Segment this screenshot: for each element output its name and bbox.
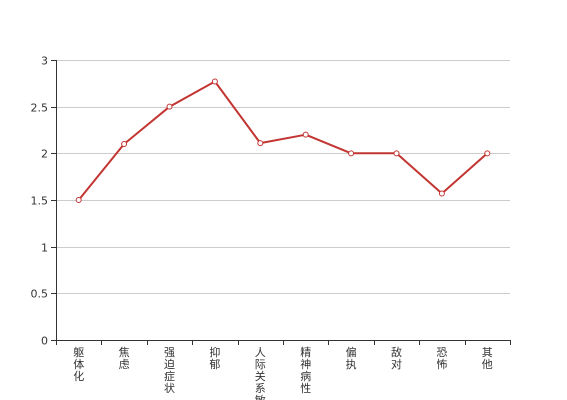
y-tick-label: 1.5 (31, 195, 49, 208)
data-point (484, 150, 491, 157)
data-point (348, 150, 355, 157)
data-point (438, 190, 445, 197)
y-tick-label: 2 (41, 148, 48, 161)
x-tick-label: 恐怖 (436, 346, 447, 371)
x-tick-label: 焦虑 (119, 346, 130, 371)
data-point (211, 78, 218, 85)
x-tick-label: 强迫症状 (164, 346, 175, 395)
x-tick-label: 人际关系敏感 (255, 346, 266, 400)
y-tick-label: 3 (41, 55, 48, 68)
tick-labels: 0 0.5 1 1.5 2 2.5 3 躯体化 焦虑 强迫症状 抑郁 人际关系敏感 精神病性 偏执 敌对 恐怖… (31, 55, 493, 400)
series-line (77, 80, 488, 201)
data-point (121, 141, 128, 147)
x-tick-label: 精神病性 (300, 346, 311, 395)
data-point (393, 150, 400, 157)
series (75, 78, 491, 203)
axes (51, 60, 511, 345)
x-tick-label: 躯体化 (73, 346, 84, 383)
data-point (166, 103, 173, 110)
x-tick-label: 偏执 (346, 345, 357, 371)
data-point (75, 197, 82, 203)
grid-lines (56, 60, 510, 294)
y-tick-label: 2.5 (31, 102, 49, 115)
x-tick-label: 其他 (482, 346, 493, 371)
x-tick-label: 抑郁 (209, 345, 220, 371)
data-point (257, 140, 264, 147)
y-tick-label: 0 (41, 335, 48, 348)
y-tick-label: 0.5 (31, 288, 49, 301)
x-tick-label: 敌对 (391, 345, 402, 371)
y-tick-label: 1 (41, 242, 48, 255)
data-point (302, 131, 309, 138)
